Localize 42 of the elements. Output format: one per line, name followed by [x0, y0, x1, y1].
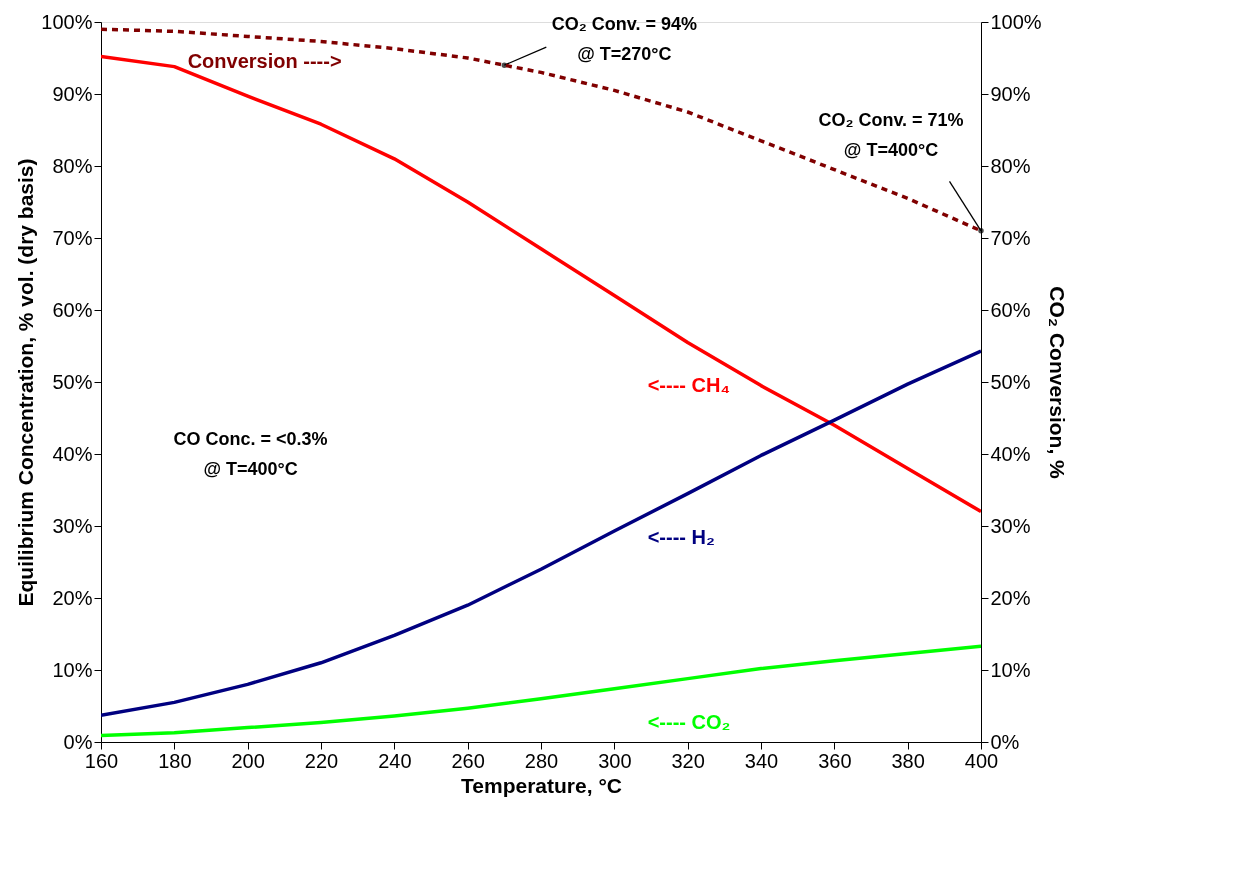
x-tick-label: 360 [818, 749, 852, 772]
y2-tick-label: 30% [990, 514, 1031, 537]
y2-tick-label: 20% [990, 586, 1031, 609]
x-axis-title: Temperature, °C [461, 773, 622, 797]
y-tick-label: 20% [52, 586, 93, 609]
y2-tick-label: 80% [990, 154, 1031, 177]
y2-tick-label: 10% [990, 658, 1031, 681]
x-tick-label: 380 [891, 749, 925, 772]
x-tick-label: 240 [378, 749, 412, 772]
y-axis-title: Equilibrium Concentration, % vol. (dry basis) [14, 158, 38, 607]
y-tick-label: 90% [52, 82, 93, 105]
x-tick-label: 220 [304, 749, 339, 772]
y2-tick-label: 90% [990, 82, 1031, 105]
y2-tick-label: 50% [990, 370, 1031, 393]
y-tick-label: 50% [52, 370, 93, 393]
y-tick-label: 60% [52, 298, 93, 321]
annotation: CO Conc. = <0.3% @ T=400°C [173, 428, 328, 479]
y2-axis-title: CO₂ Conversion, % [1045, 286, 1069, 480]
y2-tick-label: 40% [990, 442, 1031, 465]
annotation: CO₂ Conv. = 71% @ T=400°C [818, 109, 964, 160]
series-label: <---- H₂ [647, 525, 715, 548]
x-tick-label: 180 [158, 749, 192, 772]
y2-tick-label: 60% [990, 298, 1031, 321]
line-series [101, 644, 981, 738]
y-tick-label: 10% [52, 658, 93, 681]
series-label: Conversion ----> [187, 50, 342, 73]
x-tick-label: 200 [231, 749, 265, 772]
series-label: <---- CO₂ [647, 710, 731, 733]
y2-tick-label: 100% [990, 10, 1042, 33]
series-label: <---- CH₄ [647, 374, 730, 397]
x-tick-label: 320 [671, 749, 705, 772]
y-tick-label: 80% [52, 154, 93, 177]
y-tick-label: 100% [41, 10, 93, 33]
y2-tick-label: 70% [990, 226, 1031, 249]
annotation: CO₂ Conv. = 94% @ T=270°C [551, 14, 697, 65]
y-tick-label: 70% [52, 226, 93, 249]
x-tick-label: 260 [451, 749, 485, 772]
x-tick-label: 300 [598, 749, 632, 772]
x-tick-label: 340 [744, 749, 779, 772]
x-tick-label: 280 [524, 749, 559, 772]
y-tick-label: 40% [52, 442, 93, 465]
y-tick-label: 30% [52, 514, 93, 537]
